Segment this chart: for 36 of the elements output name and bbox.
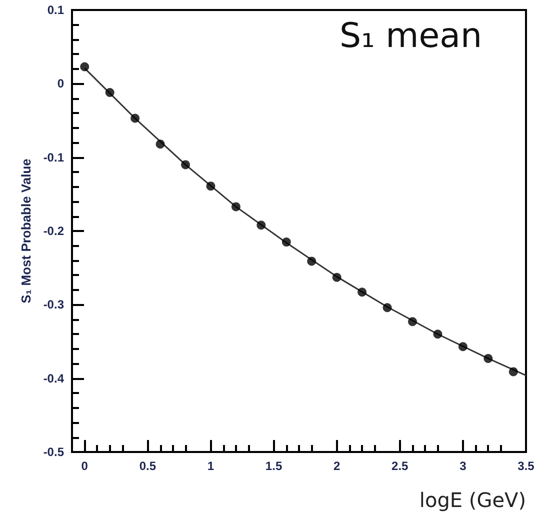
y-tick-label: -0.2	[43, 224, 64, 238]
point	[206, 182, 216, 191]
point	[282, 238, 291, 247]
x-tick-label: 1.5	[265, 459, 282, 473]
point	[332, 272, 342, 282]
point	[256, 220, 266, 230]
point	[80, 62, 90, 72]
point	[231, 202, 240, 212]
y-tick-label: 0	[57, 76, 64, 91]
point	[105, 88, 114, 98]
x-tick-label: 2	[333, 459, 340, 473]
point	[508, 367, 518, 376]
chart-title: S₁ mean	[340, 16, 482, 56]
point	[484, 354, 493, 363]
x-tick-label: 2.5	[392, 459, 409, 473]
x-tick-label: 3	[460, 459, 467, 473]
point	[458, 342, 468, 352]
x-tick-label: 1	[207, 459, 214, 473]
y-tick-label: -0.3	[43, 298, 64, 312]
point	[358, 288, 367, 297]
x-axis-title: logE (GeV)	[419, 488, 526, 512]
point	[408, 317, 417, 326]
point	[382, 303, 392, 312]
x-tick-label: 0	[81, 459, 88, 473]
x-tick-label: 3.5	[518, 459, 535, 473]
y-tick-label: -0.4	[43, 371, 64, 386]
point	[307, 256, 316, 266]
point	[181, 160, 190, 170]
y-tick-label: -0.5	[43, 445, 64, 459]
y-tick-label: -0.1	[43, 150, 64, 164]
point	[156, 140, 165, 149]
point	[433, 330, 442, 339]
y-tick-label: 0.1	[47, 3, 64, 17]
point	[130, 114, 140, 123]
y-axis-title: S₁ Most Probable Value	[18, 158, 34, 304]
x-tick-label: 0.5	[139, 459, 156, 473]
